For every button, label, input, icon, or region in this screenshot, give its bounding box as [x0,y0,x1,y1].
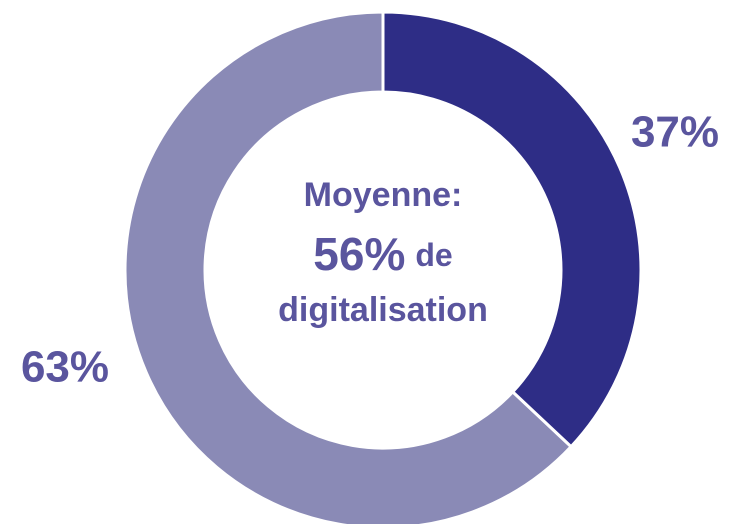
center-percent: 56% [313,228,405,280]
slice-label: 63% [21,343,109,392]
donut-slice [381,10,643,449]
center-word: de [415,237,452,273]
center-value: 56% de [313,228,452,280]
center-label: Moyenne: [304,176,463,214]
slice-label: 37% [631,108,719,157]
donut-slice [123,10,574,524]
center-label: digitalisation [278,291,488,329]
